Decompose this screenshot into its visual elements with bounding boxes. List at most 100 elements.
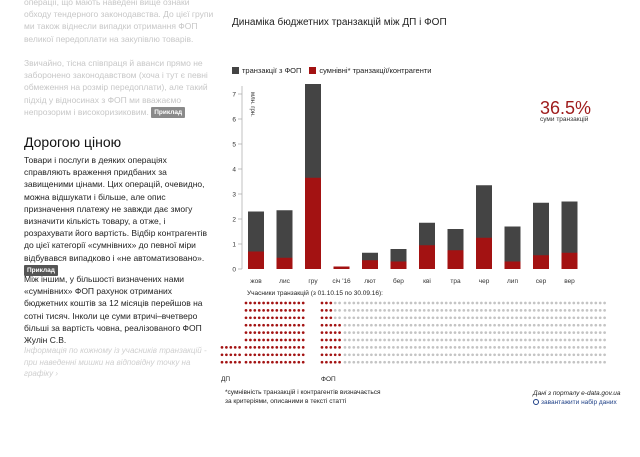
participant-dot[interactable]: [378, 323, 382, 327]
participant-dot[interactable]: [400, 323, 404, 327]
participant-dot[interactable]: [480, 323, 483, 327]
participant-dot[interactable]: [333, 353, 337, 357]
participant-dot[interactable]: [383, 353, 386, 357]
participant-dot[interactable]: [392, 338, 395, 342]
participant-dot[interactable]: [266, 309, 270, 312]
participant-dot[interactable]: [392, 353, 395, 357]
participant-dot[interactable]: [524, 338, 527, 342]
participant-dot[interactable]: [325, 360, 328, 364]
participant-dot[interactable]: [502, 301, 505, 305]
participant-dot[interactable]: [484, 323, 488, 327]
participant-dot[interactable]: [510, 346, 514, 349]
participant-dot[interactable]: [387, 338, 391, 342]
participant-dot[interactable]: [546, 360, 549, 364]
participant-dot[interactable]: [356, 309, 360, 312]
bar-suspicious[interactable]: [362, 260, 378, 269]
participant-dot[interactable]: [301, 346, 305, 349]
participant-dot[interactable]: [378, 309, 382, 312]
participant-dot[interactable]: [475, 301, 479, 305]
participant-dot[interactable]: [325, 346, 328, 349]
participant-dot[interactable]: [301, 316, 305, 320]
participant-dot[interactable]: [284, 360, 287, 364]
participant-dot[interactable]: [528, 301, 532, 305]
participant-dot[interactable]: [458, 323, 461, 327]
participant-dot[interactable]: [405, 323, 408, 327]
participant-dot[interactable]: [576, 316, 580, 320]
participant-dot[interactable]: [238, 360, 241, 364]
participant-dot[interactable]: [444, 346, 448, 349]
participant-dot[interactable]: [343, 331, 347, 334]
participant-dot[interactable]: [348, 346, 351, 349]
participant-dot[interactable]: [590, 338, 593, 342]
participant-dot[interactable]: [506, 353, 510, 357]
participant-dot[interactable]: [453, 360, 457, 364]
participant-dot[interactable]: [275, 360, 279, 364]
participant-dot[interactable]: [519, 360, 523, 364]
example-button[interactable]: Приклад: [151, 107, 186, 119]
participant-dot[interactable]: [497, 331, 501, 334]
participant-dot[interactable]: [279, 331, 283, 334]
participant-dot[interactable]: [488, 323, 492, 327]
participant-dot[interactable]: [271, 301, 274, 305]
participant-dot[interactable]: [275, 353, 279, 357]
participant-dot[interactable]: [519, 309, 523, 312]
participant-dot[interactable]: [396, 323, 400, 327]
participant-dot[interactable]: [572, 338, 576, 342]
participant-dot[interactable]: [356, 353, 360, 357]
participant-dot[interactable]: [275, 316, 279, 320]
participant-dot[interactable]: [279, 346, 283, 349]
participant-dot[interactable]: [400, 346, 404, 349]
participant-dot[interactable]: [249, 346, 252, 349]
participant-dot[interactable]: [396, 316, 400, 320]
participant-dot[interactable]: [275, 301, 279, 305]
participant-dot[interactable]: [301, 338, 305, 342]
participant-dot[interactable]: [374, 331, 378, 334]
participant-dot[interactable]: [550, 346, 554, 349]
participant-dot[interactable]: [532, 323, 536, 327]
participant-dot[interactable]: [414, 301, 417, 305]
participant-dot[interactable]: [374, 309, 378, 312]
participant-dot[interactable]: [458, 301, 461, 305]
participant-dot[interactable]: [458, 360, 461, 364]
participant-dot[interactable]: [383, 346, 386, 349]
participant-dot[interactable]: [488, 301, 492, 305]
participant-dot[interactable]: [471, 316, 474, 320]
participant-dot[interactable]: [387, 331, 391, 334]
participant-dot[interactable]: [249, 360, 252, 364]
participant-dot[interactable]: [378, 301, 382, 305]
participant-dot[interactable]: [370, 353, 373, 357]
participant-dot[interactable]: [284, 316, 287, 320]
participant-dot[interactable]: [325, 338, 328, 342]
participant-dot[interactable]: [449, 331, 452, 334]
participant-dot[interactable]: [225, 353, 228, 357]
participant-dot[interactable]: [271, 346, 274, 349]
participant-dot[interactable]: [329, 309, 333, 312]
participant-dot[interactable]: [436, 309, 439, 312]
participant-dot[interactable]: [365, 353, 369, 357]
participant-dot[interactable]: [524, 309, 527, 312]
participant-dot[interactable]: [462, 301, 466, 305]
participant-dot[interactable]: [422, 338, 426, 342]
participant-dot[interactable]: [576, 346, 580, 349]
participant-dot[interactable]: [440, 316, 444, 320]
participant-dot[interactable]: [480, 331, 483, 334]
participant-dot[interactable]: [266, 353, 270, 357]
participant-dot[interactable]: [502, 309, 505, 312]
participant-dot[interactable]: [488, 338, 492, 342]
participant-dot[interactable]: [537, 331, 540, 334]
participant-dot[interactable]: [444, 338, 448, 342]
participant-dot[interactable]: [365, 301, 369, 305]
participant-dot[interactable]: [497, 338, 501, 342]
participant-dot[interactable]: [603, 338, 606, 342]
participant-dot[interactable]: [244, 338, 248, 342]
participant-dot[interactable]: [493, 353, 496, 357]
participant-dot[interactable]: [568, 338, 571, 342]
participant-dot[interactable]: [554, 316, 558, 320]
participant-dot[interactable]: [431, 331, 435, 334]
participant-dot[interactable]: [453, 346, 457, 349]
participant-dot[interactable]: [378, 346, 382, 349]
participant-dot[interactable]: [431, 316, 435, 320]
participant-dot[interactable]: [343, 338, 347, 342]
participant-dot[interactable]: [387, 323, 391, 327]
participant-dot[interactable]: [585, 346, 589, 349]
